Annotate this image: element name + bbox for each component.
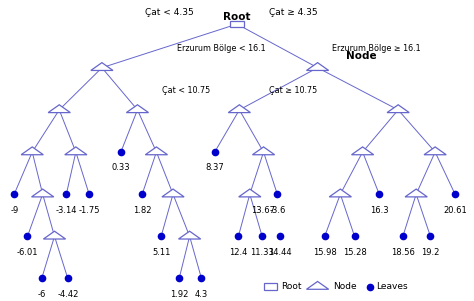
Text: 20.61: 20.61 bbox=[443, 206, 467, 215]
Text: 18.56: 18.56 bbox=[391, 248, 415, 257]
Text: Node: Node bbox=[333, 282, 357, 291]
Text: -3.6: -3.6 bbox=[269, 206, 285, 215]
Text: -1.75: -1.75 bbox=[78, 206, 100, 215]
Text: 16.3: 16.3 bbox=[370, 206, 389, 215]
Polygon shape bbox=[239, 189, 261, 197]
Text: 5.11: 5.11 bbox=[152, 248, 170, 257]
Text: 15.28: 15.28 bbox=[343, 248, 366, 257]
Text: -6.01: -6.01 bbox=[17, 248, 38, 257]
Polygon shape bbox=[307, 63, 328, 70]
FancyBboxPatch shape bbox=[230, 21, 244, 27]
Polygon shape bbox=[228, 105, 250, 113]
Text: Erzurum Bölge < 16.1: Erzurum Bölge < 16.1 bbox=[177, 44, 265, 53]
Polygon shape bbox=[127, 105, 148, 113]
Polygon shape bbox=[48, 105, 70, 113]
Text: Root: Root bbox=[282, 282, 302, 291]
Text: Çat < 4.35: Çat < 4.35 bbox=[145, 8, 193, 17]
Polygon shape bbox=[44, 231, 65, 239]
Text: 11.33: 11.33 bbox=[250, 248, 274, 257]
Text: Node: Node bbox=[346, 51, 377, 61]
Text: Leaves: Leaves bbox=[376, 282, 408, 291]
FancyBboxPatch shape bbox=[264, 283, 277, 290]
Polygon shape bbox=[32, 189, 54, 197]
Text: 4.3: 4.3 bbox=[195, 290, 208, 299]
Text: -6: -6 bbox=[37, 290, 46, 299]
Polygon shape bbox=[352, 147, 374, 155]
Polygon shape bbox=[307, 281, 328, 289]
Text: -4.42: -4.42 bbox=[57, 290, 79, 299]
Polygon shape bbox=[253, 147, 274, 155]
Text: 0.33: 0.33 bbox=[111, 163, 130, 172]
Text: -3.14: -3.14 bbox=[55, 206, 77, 215]
Polygon shape bbox=[21, 147, 43, 155]
Polygon shape bbox=[329, 189, 351, 197]
Text: 1.82: 1.82 bbox=[133, 206, 152, 215]
Text: Çat < 10.75: Çat < 10.75 bbox=[162, 86, 210, 95]
Polygon shape bbox=[179, 231, 201, 239]
Text: 12.4: 12.4 bbox=[229, 248, 247, 257]
Text: 19.2: 19.2 bbox=[421, 248, 439, 257]
Polygon shape bbox=[405, 189, 427, 197]
Text: -9: -9 bbox=[10, 206, 18, 215]
Polygon shape bbox=[162, 189, 184, 197]
Text: Çat ≥ 4.35: Çat ≥ 4.35 bbox=[269, 8, 318, 17]
Polygon shape bbox=[424, 147, 446, 155]
Text: Çat ≥ 10.75: Çat ≥ 10.75 bbox=[269, 86, 318, 95]
Text: Erzurum Bölge ≥ 16.1: Erzurum Bölge ≥ 16.1 bbox=[332, 44, 420, 53]
Text: 15.98: 15.98 bbox=[313, 248, 337, 257]
Text: Root: Root bbox=[223, 11, 251, 22]
Polygon shape bbox=[65, 147, 87, 155]
Text: 1.92: 1.92 bbox=[170, 290, 188, 299]
Text: 8.37: 8.37 bbox=[205, 163, 224, 172]
Polygon shape bbox=[91, 63, 113, 70]
Polygon shape bbox=[387, 105, 409, 113]
Text: 14.44: 14.44 bbox=[268, 248, 292, 257]
Polygon shape bbox=[146, 147, 167, 155]
Text: 13.67: 13.67 bbox=[251, 206, 275, 215]
